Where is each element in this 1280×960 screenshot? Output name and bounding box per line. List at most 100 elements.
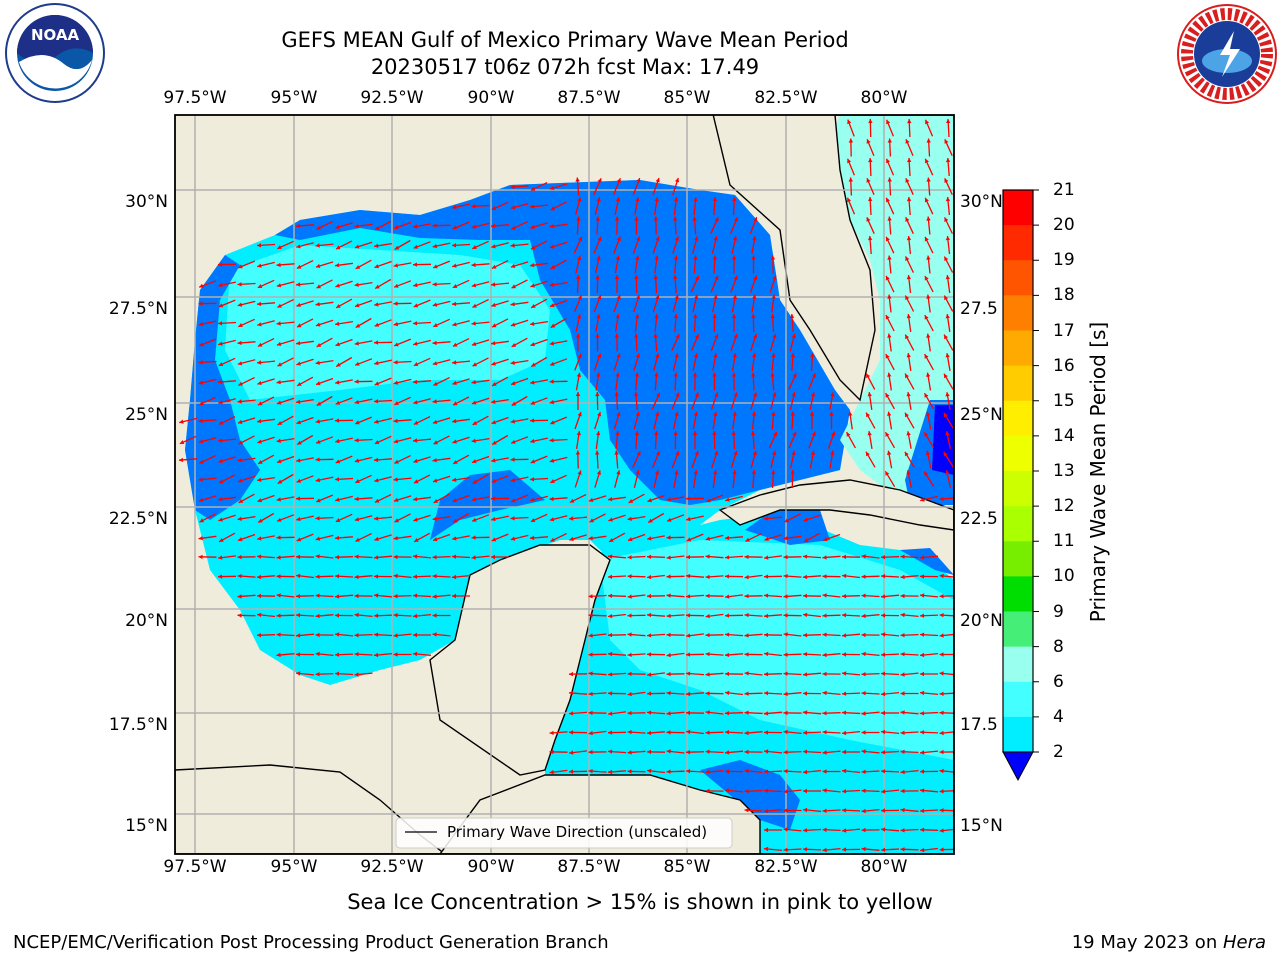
wave-arrow (549, 456, 568, 463)
wave-arrow (218, 299, 236, 308)
wave-arrow (632, 236, 641, 254)
wave-arrow (576, 216, 581, 235)
wave-arrow (885, 353, 895, 371)
wave-arrow (868, 196, 873, 216)
wave-arrow (315, 436, 334, 444)
wave-arrow (920, 671, 938, 677)
wave-arrow (900, 691, 919, 696)
wave-arrow (413, 456, 431, 463)
wave-arrow (730, 333, 738, 352)
wave-arrow (471, 204, 490, 209)
wave-arrow (237, 300, 256, 307)
wave-arrow (744, 789, 763, 794)
wave-arrow (919, 574, 939, 579)
wave-arrow (783, 789, 802, 794)
wave-arrow (179, 417, 197, 424)
wave-arrow (452, 320, 470, 327)
wave-arrow (335, 262, 353, 268)
lon-tick-bottom: 95°W (270, 857, 318, 877)
wave-arrow (237, 554, 256, 560)
wave-arrow (945, 275, 951, 293)
wave-arrow (627, 533, 646, 542)
wave-arrow (724, 711, 744, 716)
wave-arrow (374, 417, 392, 424)
wave-arrow (276, 437, 295, 443)
wave-arrow (277, 357, 294, 367)
wave-arrow (491, 533, 509, 542)
wave-arrow (511, 337, 528, 348)
wave-arrow (841, 652, 861, 657)
wave-arrow (595, 450, 600, 469)
wave-arrow (237, 399, 256, 404)
wave-arrow (393, 221, 412, 230)
wave-arrow (218, 456, 236, 463)
wave-arrow (276, 496, 295, 502)
wave-arrow (809, 392, 816, 410)
wave-arrow (646, 633, 666, 638)
wave-arrow (316, 337, 333, 348)
wave-arrow (880, 827, 900, 832)
wave-arrow (880, 613, 900, 618)
wave-arrow (588, 495, 607, 502)
wave-arrow (573, 236, 583, 254)
wave-arrow (885, 197, 895, 215)
wave-arrow (633, 470, 640, 488)
wave-arrow (433, 435, 450, 445)
wave-arrow (841, 808, 861, 813)
wave-arrow (939, 768, 954, 774)
wave-arrow (277, 240, 294, 250)
wave-arrow (944, 139, 953, 156)
wave-arrow (575, 177, 580, 196)
wave-arrow (393, 262, 412, 268)
wave-arrow (884, 431, 896, 449)
wave-arrow (394, 513, 411, 523)
wave-arrow (393, 633, 412, 638)
wave-arrow (530, 437, 548, 444)
wave-arrow (614, 255, 621, 274)
colorbar-tick-label: 19 (1053, 250, 1075, 271)
lon-tick-bottom: 90°W (467, 857, 515, 877)
wave-arrow (607, 574, 627, 579)
wave-arrow (653, 470, 660, 488)
lat-tick-left: 25°N (125, 405, 168, 425)
wave-arrow (354, 574, 373, 580)
wave-arrow (945, 392, 951, 410)
wave-arrow (939, 594, 954, 599)
wave-arrow (906, 235, 912, 255)
wave-arrow (880, 808, 900, 813)
wave-arrow (549, 358, 568, 366)
wave-arrow (393, 320, 412, 327)
wave-arrow (731, 430, 736, 450)
wave-arrow (945, 157, 951, 177)
wave-arrow (198, 495, 217, 502)
wave-arrow (452, 512, 470, 524)
wave-arrow (730, 392, 738, 410)
wave-arrow (471, 321, 490, 326)
wave-arrow (692, 236, 699, 254)
wave-arrow (905, 256, 914, 273)
wave-arrow (906, 431, 912, 449)
wave-arrow (705, 672, 724, 677)
colorbar-tick-label: 21 (1053, 180, 1075, 200)
wave-arrow (906, 353, 912, 371)
wave-arrow (510, 377, 529, 386)
wave-arrow (861, 613, 880, 619)
wave-arrow (354, 652, 373, 657)
wave-arrow (472, 415, 489, 426)
wave-arrow (809, 450, 816, 469)
wave-arrow (549, 223, 568, 229)
wave-arrow (829, 392, 835, 410)
wave-arrow (354, 358, 373, 366)
wave-arrow (491, 242, 509, 249)
wave-arrow (613, 236, 621, 254)
wave-arrow (763, 593, 783, 598)
wave-arrow (943, 334, 954, 351)
wave-arrow (530, 513, 548, 523)
wave-arrow (750, 392, 757, 410)
wave-arrow (315, 593, 334, 598)
map-fields (175, 115, 954, 854)
colorbar-tick-label: 12 (1053, 496, 1075, 517)
wave-arrow (374, 260, 392, 269)
wave-arrow (471, 379, 490, 385)
wave-arrow (945, 352, 951, 372)
